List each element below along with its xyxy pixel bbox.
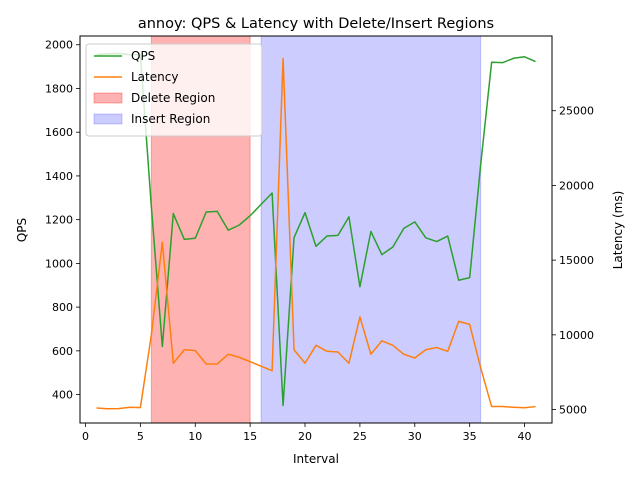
series-line-qps — [96, 52, 536, 407]
x-axis-label: Interval — [293, 452, 339, 466]
legend-box — [85, 43, 263, 137]
chart-title: annoy: QPS & Latency with Delete/Insert … — [138, 16, 494, 32]
legend-label: Delete Region — [131, 91, 215, 105]
x-tick-label: 10 — [188, 430, 202, 443]
y-left-tick-label: 2000 — [45, 39, 73, 52]
y-axis-left-label: QPS — [15, 218, 29, 242]
x-tick-label: 30 — [408, 430, 422, 443]
y-left-tick-label: 600 — [52, 345, 73, 358]
series-line-latency — [96, 57, 536, 410]
x-axis: 0 5 10 15 20 25 30 35 40 — [82, 423, 532, 443]
y-left-tick-label: 1200 — [45, 214, 73, 227]
legend-label: QPS — [131, 49, 155, 63]
y-right-tick-label: 5000 — [559, 404, 587, 417]
y-right-tick-label: 20000 — [559, 179, 594, 192]
y-right-tick-label: 15000 — [559, 254, 594, 267]
x-tick-label: 20 — [298, 430, 312, 443]
x-tick-label: 0 — [82, 430, 89, 443]
x-tick-label: 40 — [518, 430, 532, 443]
legend-label: Insert Region — [131, 112, 210, 126]
x-tick-label: 25 — [353, 430, 367, 443]
region-insert — [260, 35, 482, 424]
y-axis-right: 5000 10000 15000 20000 25000 — [552, 105, 594, 417]
y-left-tick-label: 1400 — [45, 170, 73, 183]
x-tick-label: 35 — [463, 430, 477, 443]
legend-swatch — [93, 92, 123, 104]
y-right-tick-label: 25000 — [559, 105, 594, 118]
plot-frame — [79, 35, 553, 424]
y-right-tick-label: 10000 — [559, 329, 594, 342]
y-axis-left: 400 600 800 1000 1200 1400 1600 1800 2000 — [45, 39, 80, 402]
legend: QPS Latency Delete Region Insert Region — [85, 43, 263, 137]
y-axis-right-label: Latency (ms) — [611, 191, 625, 270]
x-tick-label: 15 — [243, 430, 257, 443]
y-left-tick-label: 800 — [52, 301, 73, 314]
lines-layer — [96, 52, 536, 410]
legend-swatch — [93, 113, 123, 125]
y-left-tick-label: 1000 — [45, 257, 73, 270]
y-left-tick-label: 1600 — [45, 126, 73, 139]
legend-label: Latency — [131, 70, 178, 84]
x-tick-label: 5 — [137, 430, 144, 443]
y-left-tick-label: 1800 — [45, 82, 73, 95]
y-left-tick-label: 400 — [52, 389, 73, 402]
